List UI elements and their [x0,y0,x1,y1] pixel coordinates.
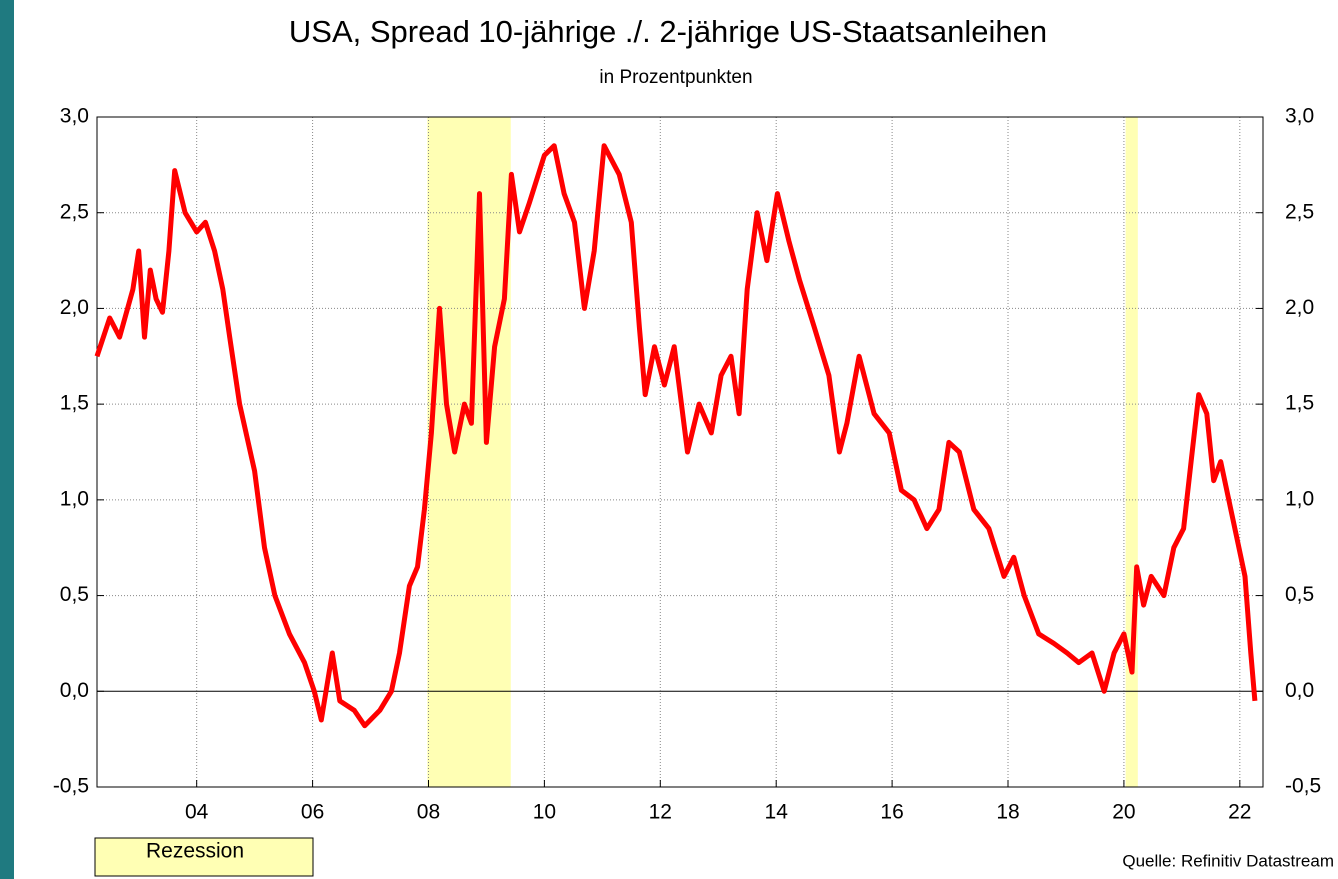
chart-subtitle: in Prozentpunkten [599,67,752,88]
y-tick-label: 0,0 [60,679,89,702]
y2-tick-label: -0,5 [1285,775,1321,798]
chart: USA, Spread 10-jährige ./. 2-jährige US-… [0,0,1338,879]
y2-tick-label: 0,5 [1285,583,1314,606]
data-line [97,146,1255,726]
y-tick-label: 1,5 [60,392,89,415]
x-tick-label: 16 [880,801,903,824]
y-tick-label: 0,5 [60,583,89,606]
y2-tick-label: 1,5 [1285,392,1314,415]
chart-title: USA, Spread 10-jährige ./. 2-jährige US-… [289,14,1047,49]
x-tick-label: 14 [765,801,789,824]
y-tick-label: 3,0 [60,105,89,128]
recession-band [1126,117,1138,787]
y-tick-label: 2,5 [60,200,89,223]
x-tick-label: 08 [417,801,440,824]
x-tick-label: 12 [649,801,672,824]
x-tick-label: 04 [185,801,209,824]
x-tick-label: 18 [996,801,1019,824]
x-tick-label: 10 [533,801,556,824]
legend-label: Rezession [146,840,244,863]
x-tick-label: 22 [1228,801,1251,824]
plot-frame [97,117,1263,787]
source-note: Quelle: Refinitiv Datastream [1122,851,1334,870]
page: {"chart_data": {"type": "line", "title":… [0,0,1338,879]
y-tick-label: 2,0 [60,296,89,319]
recession-band [427,117,510,787]
y2-tick-label: 1,0 [1285,487,1314,510]
y-tick-label: 1,0 [60,487,89,510]
x-tick-label: 20 [1112,801,1135,824]
y2-tick-label: 2,5 [1285,200,1314,223]
y2-tick-label: 0,0 [1285,679,1314,702]
frame-strip [0,0,14,879]
x-tick-label: 06 [301,801,324,824]
y2-tick-label: 3,0 [1285,105,1314,128]
y2-tick-label: 2,0 [1285,296,1314,319]
y-tick-label: -0,5 [53,775,89,798]
